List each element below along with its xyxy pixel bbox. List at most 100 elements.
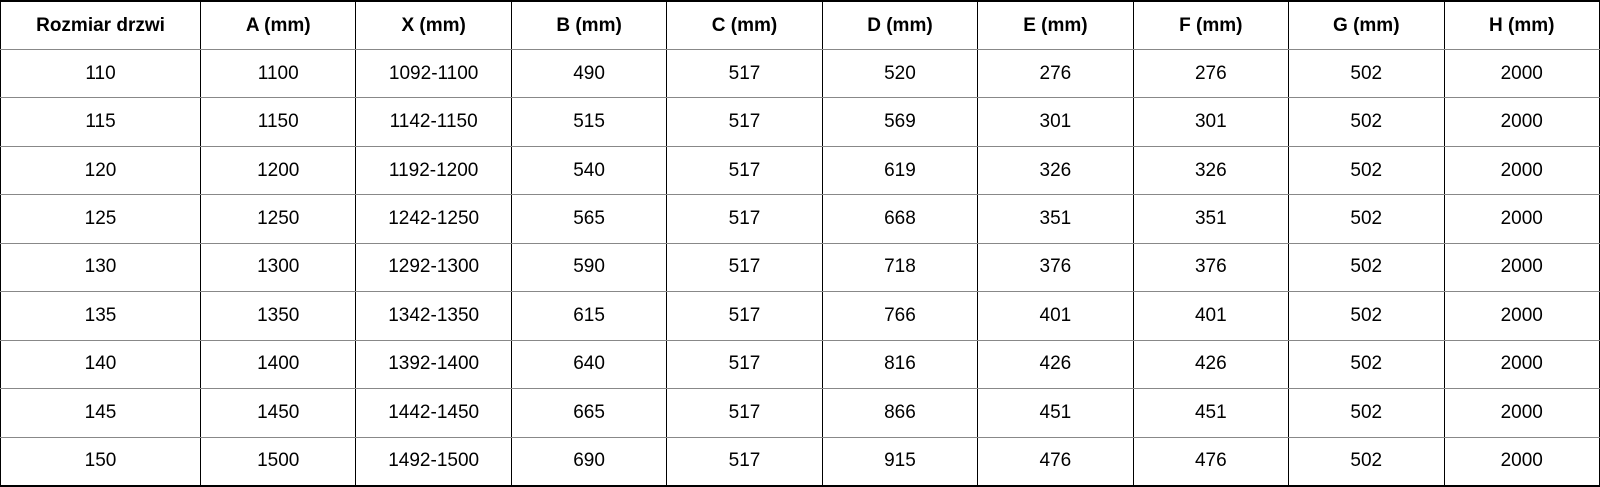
table-row: 145 1450 1442-1450 665 517 866 451 451 502 2000 [0, 388, 1600, 438]
table-cell: 517 [666, 48, 823, 99]
table-cell: 326 [977, 145, 1134, 196]
table-cell: 351 [977, 194, 1134, 244]
table-cell: 1142-1150 [355, 97, 512, 147]
column-header: Rozmiar drzwi [0, 0, 201, 50]
table-cell: 2000 [1443, 145, 1600, 196]
table-cell: 668 [821, 194, 979, 244]
table-cell: 502 [1288, 291, 1445, 341]
table-row: 120 1200 1192-1200 540 517 619 326 326 502 2000 [0, 145, 1600, 196]
table-cell: 665 [510, 388, 668, 438]
table-cell: 135 [0, 291, 201, 341]
table-cell: 1500 [199, 436, 357, 487]
table-cell: 517 [666, 242, 823, 293]
table-row: 130 1300 1292-1300 590 517 718 376 376 502 2000 [0, 242, 1600, 293]
table-cell: 540 [510, 145, 668, 196]
table-row: 125 1250 1242-1250 565 517 668 351 351 502 2000 [0, 194, 1600, 244]
table-cell: 326 [1132, 145, 1290, 196]
column-header: B (mm) [510, 0, 668, 50]
table-cell: 150 [0, 436, 201, 487]
table-cell: 502 [1288, 436, 1445, 487]
table-cell: 451 [1132, 388, 1290, 438]
table-cell: 1442-1450 [355, 388, 512, 438]
table-cell: 110 [0, 48, 201, 99]
table-cell: 376 [1132, 242, 1290, 293]
table-cell: 2000 [1443, 48, 1600, 99]
table-cell: 1250 [199, 194, 357, 244]
table-cell: 517 [666, 194, 823, 244]
table-cell: 426 [1132, 339, 1290, 390]
table-cell: 1492-1500 [355, 436, 512, 487]
table-row: 115 1150 1142-1150 515 517 569 301 301 502 2000 [0, 97, 1600, 147]
table-cell: 351 [1132, 194, 1290, 244]
table-cell: 130 [0, 242, 201, 293]
table-cell: 140 [0, 339, 201, 390]
table-cell: 301 [1132, 97, 1290, 147]
table-cell: 517 [666, 388, 823, 438]
table-cell: 145 [0, 388, 201, 438]
column-header: C (mm) [666, 0, 823, 50]
column-header: F (mm) [1132, 0, 1290, 50]
table-cell: 401 [1132, 291, 1290, 341]
table-cell: 520 [821, 48, 979, 99]
table-cell: 615 [510, 291, 668, 341]
table-cell: 517 [666, 97, 823, 147]
table-cell: 451 [977, 388, 1134, 438]
column-header: D (mm) [821, 0, 979, 50]
table-cell: 502 [1288, 339, 1445, 390]
table-cell: 517 [666, 339, 823, 390]
header-row: Rozmiar drzwi A (mm) X (mm) B (mm) C (mm) D (… [0, 0, 1600, 50]
table-cell: 1292-1300 [355, 242, 512, 293]
table-cell: 517 [666, 291, 823, 341]
table-cell: 690 [510, 436, 668, 487]
table-cell: 1100 [199, 48, 357, 99]
table-cell: 1092-1100 [355, 48, 512, 99]
table-cell: 125 [0, 194, 201, 244]
column-header: E (mm) [977, 0, 1134, 50]
table-cell: 401 [977, 291, 1134, 341]
table-cell: 2000 [1443, 388, 1600, 438]
table-cell: 490 [510, 48, 668, 99]
table-row: 135 1350 1342-1350 615 517 766 401 401 502 2000 [0, 291, 1600, 341]
table-cell: 476 [1132, 436, 1290, 487]
table-cell: 115 [0, 97, 201, 147]
table-row: 110 1100 1092-1100 490 517 520 276 276 502 2000 [0, 48, 1600, 99]
table-cell: 2000 [1443, 242, 1600, 293]
table-cell: 1192-1200 [355, 145, 512, 196]
table-cell: 1392-1400 [355, 339, 512, 390]
table-cell: 816 [821, 339, 979, 390]
table-cell: 2000 [1443, 339, 1600, 390]
table-row: 140 1400 1392-1400 640 517 816 426 426 502 2000 [0, 339, 1600, 390]
table-cell: 2000 [1443, 97, 1600, 147]
table-cell: 2000 [1443, 194, 1600, 244]
table-cell: 515 [510, 97, 668, 147]
table-cell: 2000 [1443, 436, 1600, 487]
table-cell: 502 [1288, 48, 1445, 99]
table-cell: 590 [510, 242, 668, 293]
table-cell: 866 [821, 388, 979, 438]
table-cell: 569 [821, 97, 979, 147]
table-cell: 517 [666, 145, 823, 196]
table-cell: 120 [0, 145, 201, 196]
table-cell: 1150 [199, 97, 357, 147]
table-cell: 276 [977, 48, 1134, 99]
table-cell: 502 [1288, 194, 1445, 244]
table-cell: 376 [977, 242, 1134, 293]
table-cell: 718 [821, 242, 979, 293]
table-row: 150 1500 1492-1500 690 517 915 476 476 502 2000 [0, 436, 1600, 487]
table-cell: 619 [821, 145, 979, 196]
table-cell: 301 [977, 97, 1134, 147]
column-header: A (mm) [199, 0, 357, 50]
table-cell: 915 [821, 436, 979, 487]
table-cell: 1400 [199, 339, 357, 390]
table-cell: 640 [510, 339, 668, 390]
table-cell: 565 [510, 194, 668, 244]
table-cell: 502 [1288, 97, 1445, 147]
column-header: X (mm) [355, 0, 512, 50]
table-cell: 1300 [199, 242, 357, 293]
table-cell: 2000 [1443, 291, 1600, 341]
table-cell: 1450 [199, 388, 357, 438]
column-header: H (mm) [1443, 0, 1600, 50]
table-cell: 1242-1250 [355, 194, 512, 244]
table-cell: 476 [977, 436, 1134, 487]
